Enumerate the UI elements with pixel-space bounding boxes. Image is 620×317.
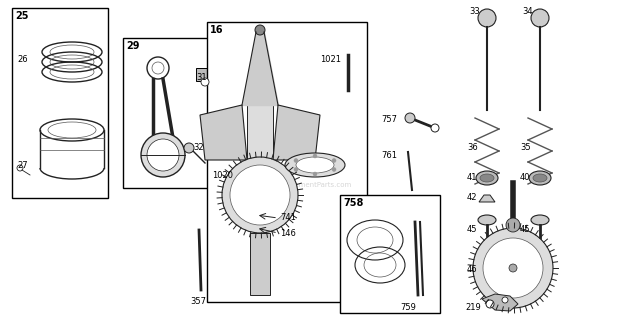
- Text: 741: 741: [280, 214, 296, 223]
- Ellipse shape: [285, 153, 345, 177]
- Text: 1020: 1020: [212, 171, 233, 179]
- Circle shape: [222, 157, 298, 233]
- Ellipse shape: [531, 215, 549, 225]
- Circle shape: [141, 133, 185, 177]
- Bar: [12, 8, 108, 198]
- Text: 761: 761: [381, 151, 397, 159]
- Ellipse shape: [478, 215, 496, 225]
- Circle shape: [431, 124, 439, 132]
- Circle shape: [483, 238, 543, 298]
- Circle shape: [294, 167, 298, 171]
- Text: 42: 42: [467, 193, 477, 203]
- Circle shape: [478, 9, 496, 27]
- Text: 32: 32: [193, 144, 203, 152]
- Text: 29: 29: [126, 41, 140, 51]
- Text: 33: 33: [469, 8, 480, 16]
- Circle shape: [230, 165, 290, 225]
- Circle shape: [486, 300, 494, 308]
- Text: 1021: 1021: [320, 55, 341, 64]
- Text: 31: 31: [196, 74, 206, 82]
- Text: 40: 40: [520, 173, 531, 183]
- Bar: [340, 195, 440, 313]
- Text: 45: 45: [467, 225, 477, 235]
- Text: 25: 25: [15, 11, 29, 21]
- Circle shape: [147, 57, 169, 79]
- Circle shape: [531, 9, 549, 27]
- Bar: [247, 105, 273, 160]
- Circle shape: [313, 172, 317, 176]
- Polygon shape: [273, 105, 320, 160]
- Bar: [207, 22, 367, 302]
- Text: 35: 35: [520, 144, 531, 152]
- Text: 46: 46: [467, 266, 477, 275]
- Circle shape: [473, 228, 553, 308]
- Polygon shape: [200, 105, 247, 160]
- Circle shape: [294, 158, 298, 163]
- Text: 34: 34: [522, 8, 533, 16]
- Text: 146: 146: [280, 229, 296, 237]
- Ellipse shape: [296, 157, 334, 173]
- Circle shape: [313, 154, 317, 158]
- Bar: [250, 233, 270, 295]
- Circle shape: [147, 139, 179, 171]
- Text: 357: 357: [190, 297, 206, 306]
- Circle shape: [332, 158, 336, 163]
- Circle shape: [184, 143, 194, 153]
- Polygon shape: [479, 195, 495, 202]
- Circle shape: [509, 264, 517, 272]
- Text: 759: 759: [400, 303, 416, 312]
- Circle shape: [201, 78, 209, 86]
- Text: 41: 41: [467, 173, 477, 183]
- Polygon shape: [482, 294, 518, 311]
- Circle shape: [152, 62, 164, 74]
- Circle shape: [332, 167, 336, 171]
- Ellipse shape: [480, 174, 494, 182]
- Text: 758: 758: [343, 198, 363, 208]
- Text: eReplacementParts.com: eReplacementParts.com: [268, 182, 352, 188]
- Text: 26: 26: [17, 55, 28, 64]
- Circle shape: [502, 297, 508, 303]
- Ellipse shape: [476, 171, 498, 185]
- Text: 27: 27: [17, 160, 28, 170]
- Text: 45: 45: [520, 225, 531, 235]
- Text: 16: 16: [210, 25, 223, 35]
- Text: 219: 219: [465, 303, 480, 313]
- Circle shape: [506, 218, 520, 232]
- Bar: [196, 68, 214, 81]
- Circle shape: [405, 113, 415, 123]
- Ellipse shape: [529, 171, 551, 185]
- Text: 36: 36: [467, 144, 478, 152]
- Text: 757: 757: [381, 115, 397, 125]
- Bar: [255, 47, 267, 55]
- Circle shape: [255, 25, 265, 35]
- Bar: [123, 38, 223, 188]
- Ellipse shape: [533, 174, 547, 182]
